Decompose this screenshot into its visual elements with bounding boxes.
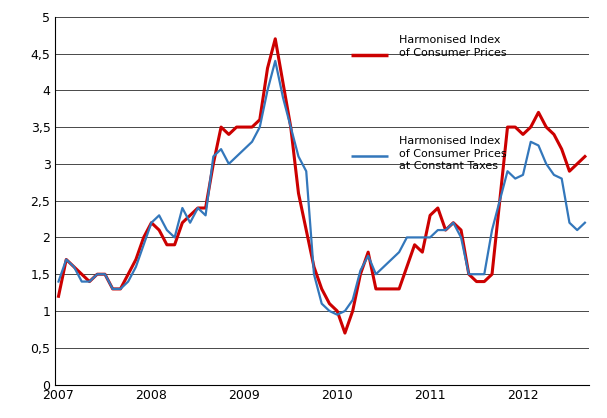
Text: Harmonised Index
of Consumer Prices
at Constant Taxes: Harmonised Index of Consumer Prices at C…: [399, 136, 507, 171]
Text: Harmonised Index
of Consumer Prices: Harmonised Index of Consumer Prices: [399, 35, 507, 58]
